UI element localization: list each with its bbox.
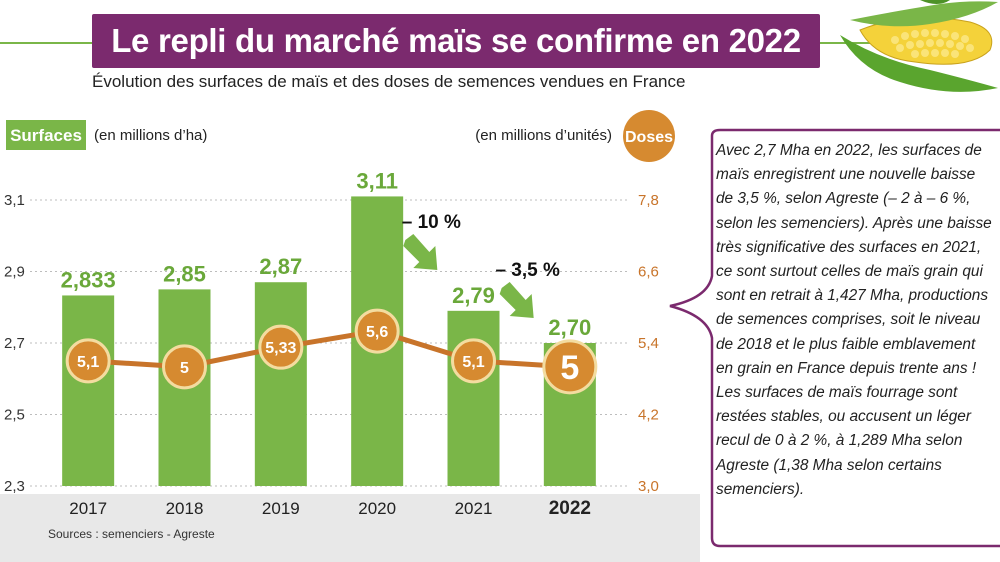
x-axis-tick: 2018 xyxy=(166,499,204,518)
dose-label: 5 xyxy=(560,349,579,387)
doses-badge-label: Doses xyxy=(625,129,673,146)
dose-label: 5,33 xyxy=(265,340,296,357)
dose-point xyxy=(162,344,207,390)
dose-point xyxy=(258,324,304,370)
x-axis-tick: 2020 xyxy=(358,499,396,518)
sources-note: Sources : semenciers - Agreste xyxy=(48,527,215,541)
chart: 5,1 5 5,33 5,6 5,1 5 2,833 2,85 2,87 3,11 2,79 2,7… xyxy=(0,110,700,562)
dose-label: 5 xyxy=(180,360,189,377)
left-axis-tick: 2,7 xyxy=(4,335,25,352)
plot-bottom-band xyxy=(0,494,700,562)
dose-label: 5,1 xyxy=(462,354,484,371)
left-axis-tick: 3,1 xyxy=(4,192,25,209)
x-axis-tick: 2022 xyxy=(549,498,591,519)
right-axis-tick: 5,4 xyxy=(638,335,659,352)
change-annotation: – 3,5 % xyxy=(495,260,560,281)
dose-point xyxy=(65,338,111,384)
trend-arrow xyxy=(403,234,438,270)
dose-point xyxy=(542,339,598,395)
surfaces-badge xyxy=(6,120,86,150)
comment-text: Avec 2,7 Mha en 2022, les surfaces de ma… xyxy=(716,142,992,498)
right-axis-tick: 3,0 xyxy=(638,478,659,495)
x-axis-tick: 2019 xyxy=(262,499,300,518)
bar-label: 2,87 xyxy=(259,254,302,279)
right-axis-tick: 6,6 xyxy=(638,264,659,281)
left-axis-tick: 2,5 xyxy=(4,407,25,424)
page-subtitle: Évolution des surfaces de maïs et des do… xyxy=(92,72,686,91)
trend-arrow xyxy=(499,282,534,318)
bar-label: 3,11 xyxy=(356,168,398,193)
right-axis-unit: (en millions d’unités) xyxy=(475,127,612,144)
bar xyxy=(447,310,500,486)
dose-point xyxy=(354,308,400,354)
right-axis-tick: 7,8 xyxy=(638,192,659,209)
bar xyxy=(62,295,115,486)
x-axis-tick: 2021 xyxy=(455,499,493,518)
comment-bubble xyxy=(669,128,1000,548)
bar-label: 2,79 xyxy=(452,283,495,308)
left-axis-unit: (en millions d’ha) xyxy=(94,127,207,144)
title-rule-left xyxy=(0,42,94,44)
x-axis-tick: 2017 xyxy=(69,499,107,518)
dose-label: 5,1 xyxy=(77,354,99,371)
dose-label: 5,6 xyxy=(366,324,388,341)
right-axis-tick: 4,2 xyxy=(638,407,659,424)
dose-point xyxy=(451,338,496,384)
left-axis-tick: 2,3 xyxy=(4,478,25,495)
bar-label: 2,833 xyxy=(61,267,116,292)
page-title: Le repli du marché maïs se confirme en 2… xyxy=(92,14,820,68)
doses-badge xyxy=(623,110,675,162)
surfaces-badge-label: Surfaces xyxy=(10,126,82,145)
left-axis-tick: 2,9 xyxy=(4,264,25,281)
bar-label: 2,85 xyxy=(163,261,206,286)
bar xyxy=(254,282,307,486)
corn-icon xyxy=(840,0,998,92)
change-annotation: – 10 % xyxy=(402,212,461,233)
title-rule-right xyxy=(818,42,918,44)
bar-label: 2,70 xyxy=(548,315,591,340)
